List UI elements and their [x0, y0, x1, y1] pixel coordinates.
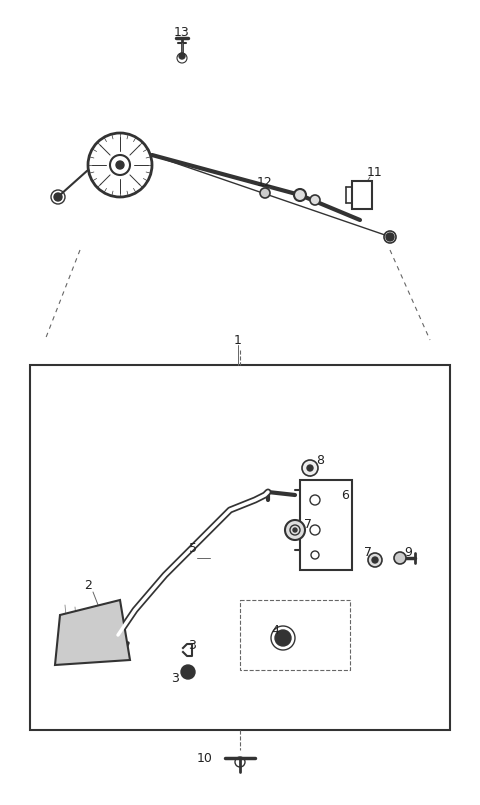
- Text: 10: 10: [197, 752, 213, 765]
- Circle shape: [307, 465, 313, 471]
- Circle shape: [181, 665, 195, 679]
- Circle shape: [372, 557, 378, 563]
- Circle shape: [275, 630, 291, 646]
- Circle shape: [293, 528, 297, 532]
- Circle shape: [54, 193, 62, 201]
- Text: 5: 5: [189, 542, 197, 555]
- Circle shape: [368, 553, 382, 567]
- Text: 3: 3: [188, 638, 196, 651]
- Circle shape: [302, 460, 318, 476]
- Bar: [352, 181, 372, 209]
- Text: 3: 3: [171, 671, 179, 684]
- Circle shape: [386, 233, 394, 241]
- Polygon shape: [55, 600, 130, 665]
- Circle shape: [285, 520, 305, 540]
- Text: 12: 12: [257, 176, 273, 189]
- Text: 4: 4: [271, 624, 279, 637]
- Circle shape: [179, 53, 185, 59]
- Text: 7: 7: [304, 518, 312, 530]
- Bar: [30, 365, 450, 730]
- Text: 8: 8: [316, 453, 324, 467]
- Text: 9: 9: [404, 546, 412, 559]
- Bar: [300, 480, 352, 570]
- Text: 13: 13: [174, 26, 190, 39]
- Text: 11: 11: [367, 166, 383, 179]
- Text: 6: 6: [341, 489, 349, 502]
- Text: 1: 1: [234, 333, 242, 346]
- Circle shape: [116, 161, 124, 169]
- Text: 7: 7: [364, 546, 372, 559]
- Circle shape: [310, 195, 320, 205]
- Circle shape: [260, 188, 270, 198]
- Text: 2: 2: [84, 579, 92, 592]
- Circle shape: [394, 552, 406, 564]
- Circle shape: [294, 189, 306, 201]
